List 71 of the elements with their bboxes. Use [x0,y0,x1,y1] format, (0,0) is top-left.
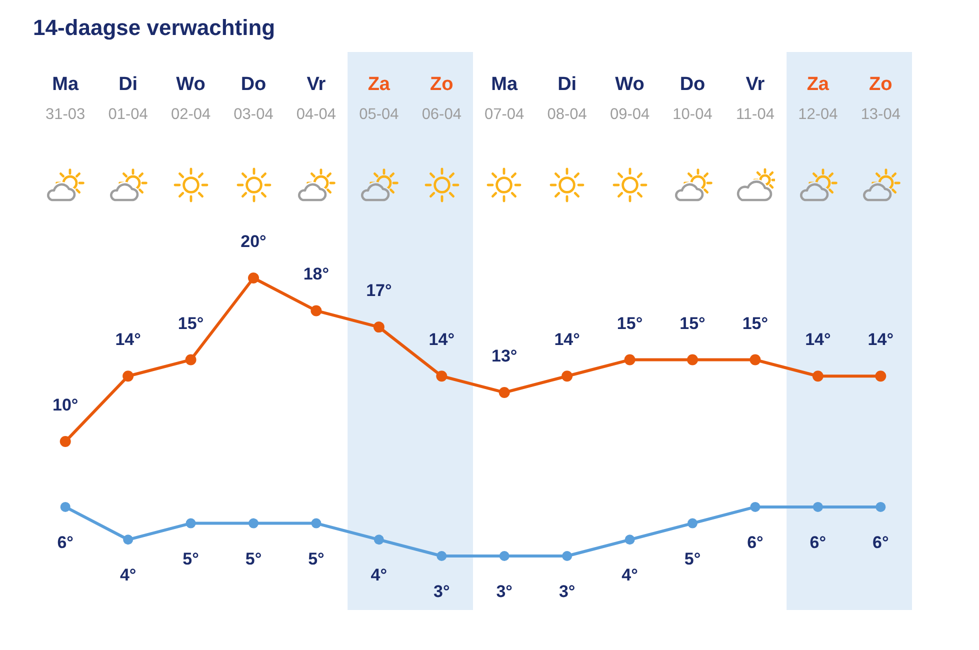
x-tick-label: Zo 06-04 [422,74,462,123]
data-label: 15° [742,314,768,333]
point [624,534,635,545]
data-label: 14° [554,330,580,350]
x-tick-label: Do 10-04 [672,74,713,123]
point [750,354,761,366]
data-label: 14° [868,330,894,350]
data-label: 6° [810,532,826,552]
data-label: 14° [115,330,142,350]
data-label: 5° [684,549,701,568]
x-tick-label: Ma 07-04 [484,74,525,123]
point [750,502,760,512]
point [436,551,447,561]
x-tick-label: Za 12-04 [798,74,838,123]
x-tick-label: Ma 31-03 [46,74,86,123]
point [60,502,70,512]
data-label: 18° [303,264,330,284]
data-label: 14° [805,330,831,350]
data-label: 3° [558,582,576,601]
data-label: 4° [370,566,388,585]
point [812,370,824,382]
point [876,502,886,512]
point [373,322,384,333]
data-label: 6° [57,532,74,552]
data-label: 5° [245,549,262,568]
point [812,502,823,512]
data-label: 10° [52,396,78,415]
point [185,354,196,366]
x-tick-label: Wo 09-04 [610,74,650,123]
data-label: 17° [366,281,392,300]
data-label: 15° [680,314,706,333]
point [122,370,134,382]
point [436,370,448,382]
point [498,386,510,398]
point [310,305,322,316]
x-tick-label: Wo 02-04 [170,74,211,123]
point [186,518,196,528]
point [562,370,573,382]
point [311,518,322,528]
data-label: 13° [492,346,518,366]
data-label: 3° [496,582,513,601]
point [60,436,71,448]
chart-title: 14-daagse verwachting [33,15,276,41]
point [374,534,384,545]
point [875,370,886,382]
point [248,518,258,528]
data-label: 20° [240,232,267,251]
point [624,354,636,366]
x-tick-label: Vr 11-04 [736,74,775,123]
data-label: 3° [434,582,450,601]
x-tick-label: Di 08-04 [547,74,588,123]
data-label: 14° [428,330,455,350]
x-tick-label: Zo 13-04 [860,74,901,123]
data-label: 15° [178,314,204,333]
data-label: 6° [747,532,764,552]
point [562,551,572,561]
point [499,551,510,561]
x-tick-label: Do 03-04 [234,74,274,123]
data-label: 5° [182,549,200,568]
data-label: 6° [872,532,889,552]
data-label: 15° [616,314,643,333]
x-tick-label: Vr 04-04 [296,74,336,123]
data-label: 5° [308,549,325,568]
point [123,534,134,545]
data-label: 4° [120,566,136,585]
x-tick-label: Za 05-04 [359,74,400,123]
point [248,272,259,284]
data-label: 4° [622,566,638,585]
point [687,354,698,366]
point [688,518,698,528]
x-tick-label: Di 01-04 [108,74,148,123]
